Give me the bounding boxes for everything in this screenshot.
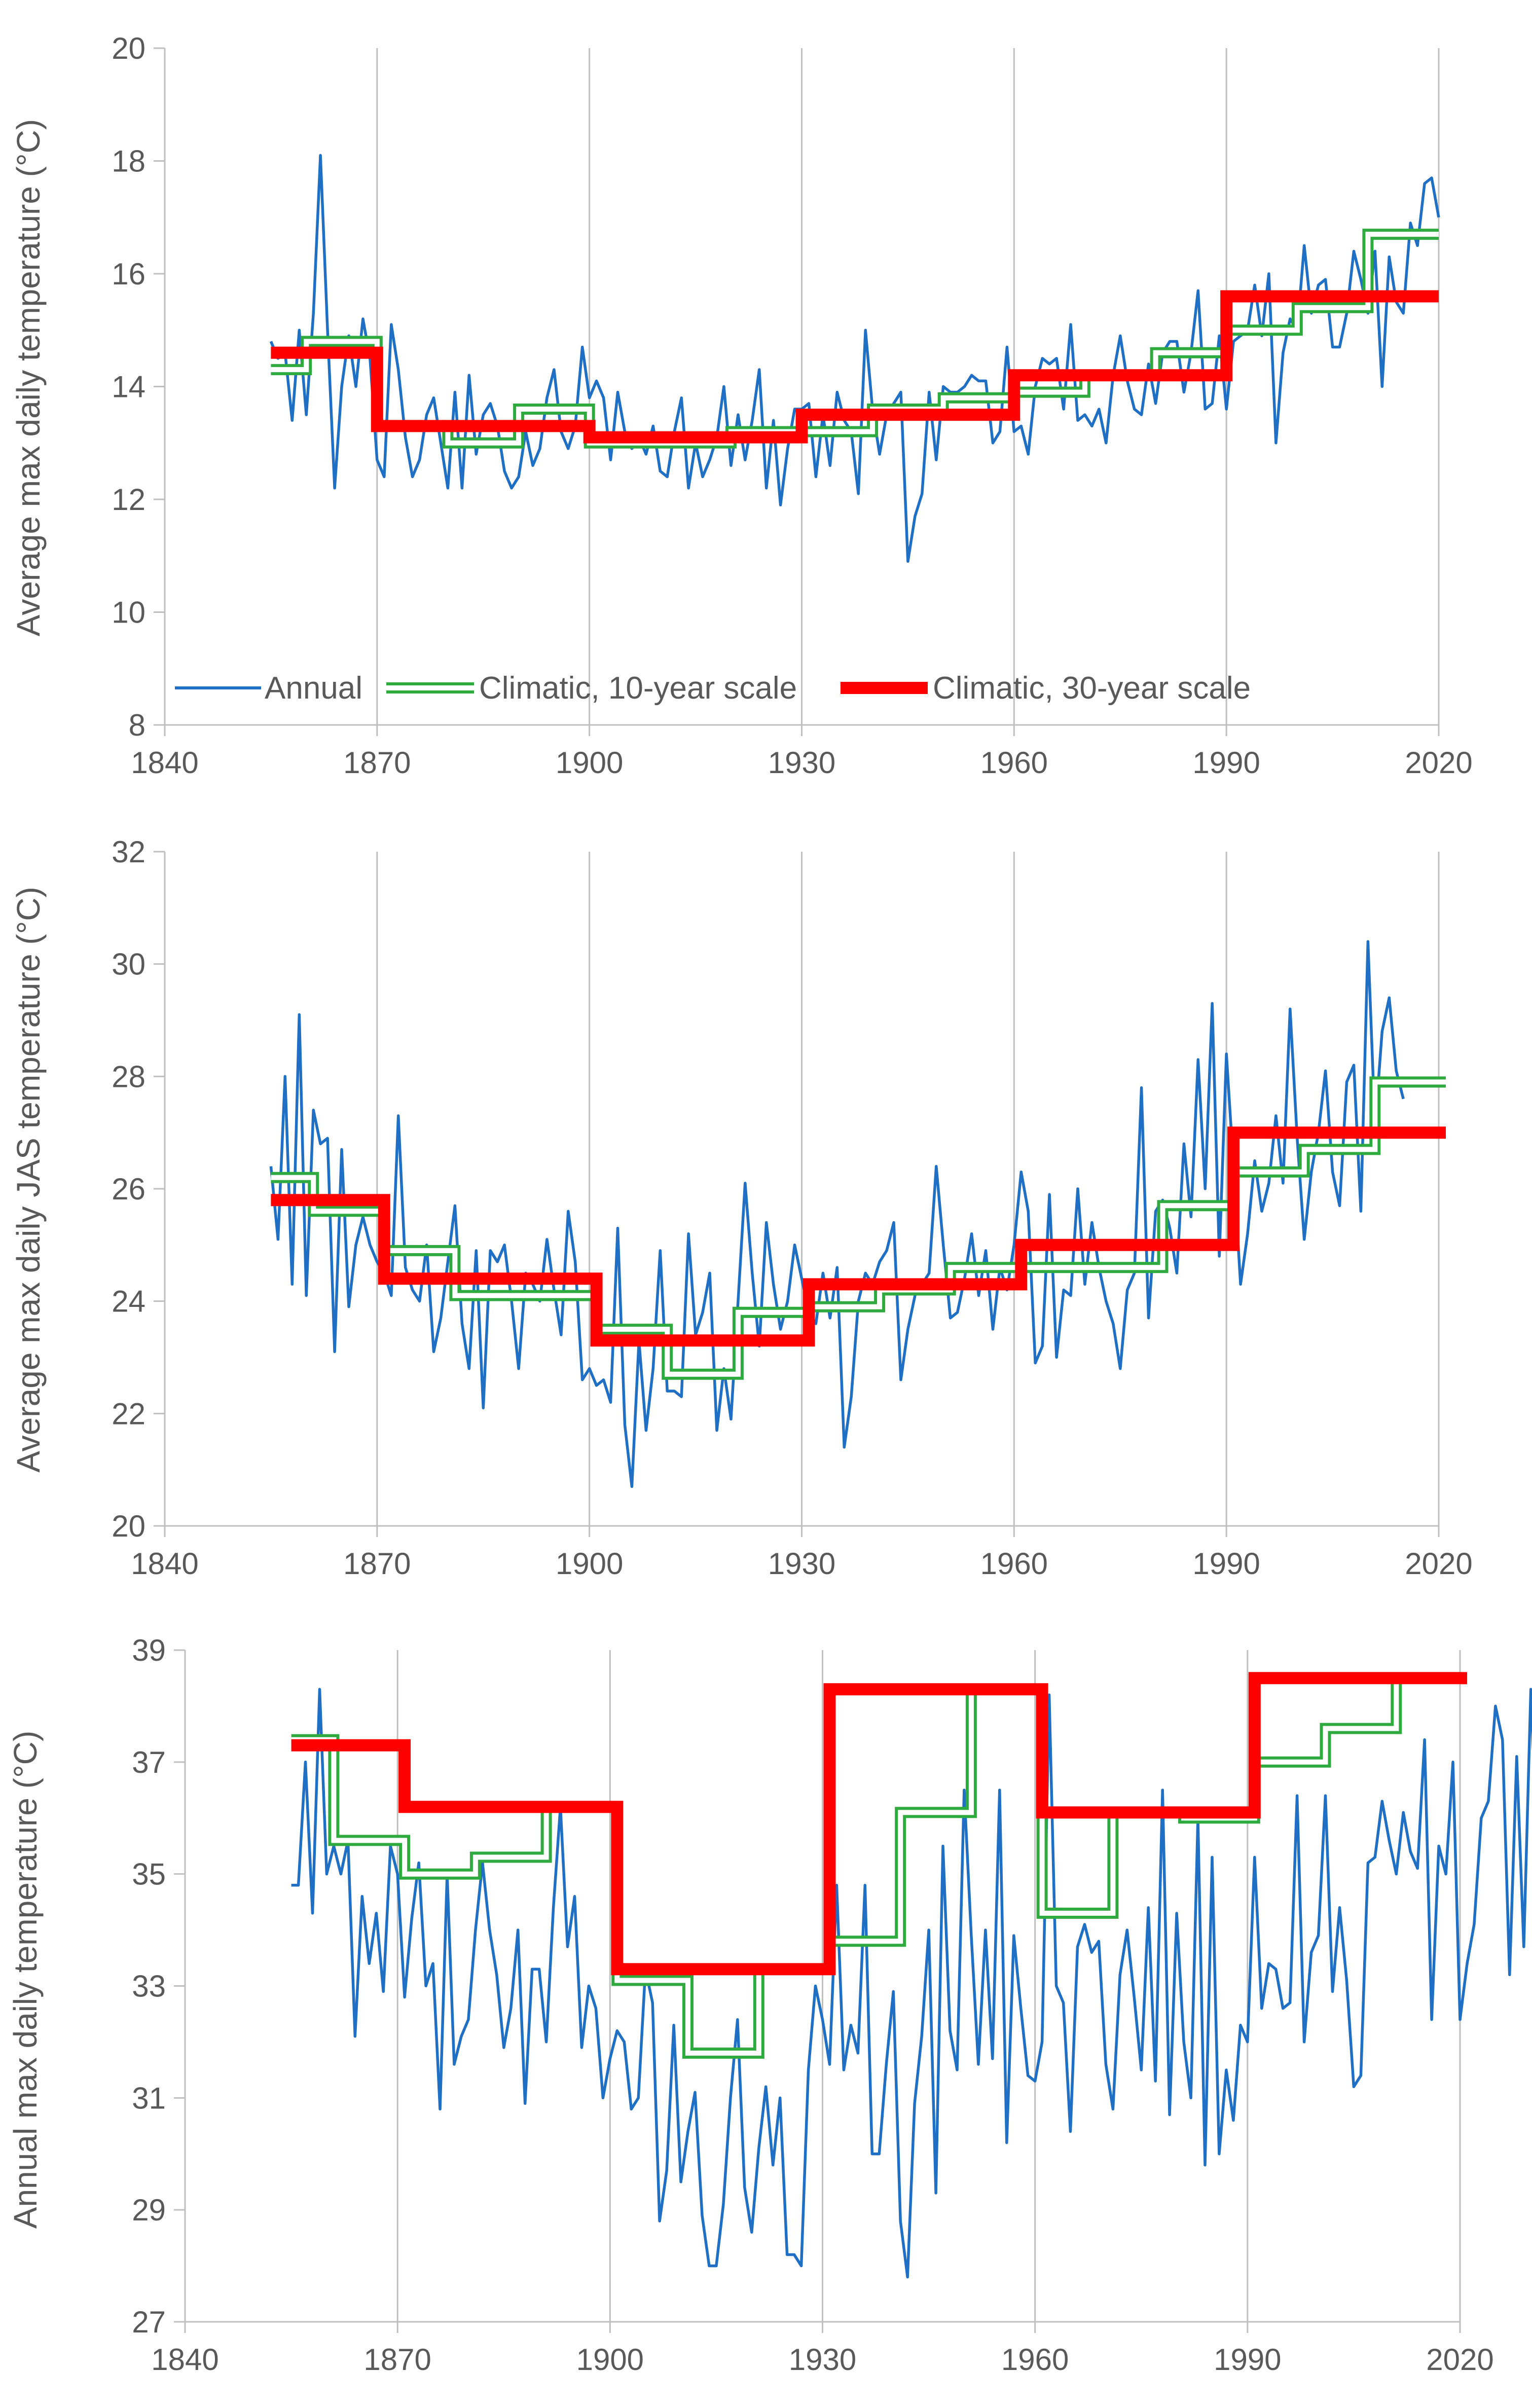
x-tick-label-1870: 1870 [343,1547,411,1581]
y-tick-labels: 8 10 12 14 16 18 20 [112,31,145,742]
y-tick-label-29: 29 [132,2193,166,2227]
climatic-10-year-series [271,1076,1446,1380]
x-tick-label-1960: 1960 [980,1547,1048,1581]
y-tick-label-10: 10 [112,596,145,630]
y-axis-label: Average max daily temperature (°C) [10,119,47,636]
legend-30-year-label: Climatic, 30-year scale [933,671,1251,706]
annual-line [269,154,1440,563]
y-tick-label-18: 18 [112,144,145,178]
legend-annual-label: Annual [265,671,362,706]
x-tick-label-1840: 1840 [151,2343,218,2377]
y-tick-label-20: 20 [112,31,145,65]
x-tick-label-2020: 2020 [1405,746,1472,780]
climatic-30-year-line [291,1672,1467,1976]
x-tick-label-2020: 2020 [1426,2343,1493,2377]
y-tick-label-31: 31 [132,2081,166,2115]
y-axis-label: Average max daily JAS temperature (°C) [10,887,47,1473]
x-tick-labels: 1840 1870 1900 1930 1960 1990 2020 [131,746,1472,780]
y-tick-label-32: 32 [112,835,145,869]
x-tick-label-1990: 1990 [1214,2343,1281,2377]
y-tick-label-20: 20 [112,1509,145,1543]
x-tick-label-1840: 1840 [131,1547,198,1581]
y-tick-label-30: 30 [112,947,145,981]
x-tick-label-1900: 1900 [576,2343,644,2377]
climatic-10-year-line-outer [271,1076,1446,1380]
y-tick-labels: 20 22 24 26 28 30 32 [112,835,145,1543]
climatic-10-year-line-inner [271,1079,1446,1377]
y-tick-label-28: 28 [112,1060,145,1093]
x-tick-labels: 1840 1870 1900 1930 1960 1990 2020 [131,1547,1472,1581]
y-tick-label-27: 27 [132,2305,166,2339]
legend-10-year-label: Climatic, 10-year scale [479,671,797,706]
x-tick-label-1900: 1900 [556,746,623,780]
x-tick-label-1930: 1930 [768,1547,835,1581]
y-tick-label-8: 8 [129,708,145,742]
x-tick-label-1990: 1990 [1192,1547,1260,1581]
annual-series [291,1688,1532,2279]
x-tick-label-1960: 1960 [980,746,1048,780]
y-tick-label-24: 24 [112,1285,145,1319]
x-tick-label-2020: 2020 [1405,1547,1472,1581]
y-tick-label-22: 22 [112,1397,145,1431]
x-gridlines [396,1650,1461,2322]
chart-panel-3: 27 29 31 33 35 37 39 1840 1870 1900 1930 1960 1990 2… [7,1633,1532,2377]
y-tick-labels: 27 29 31 33 35 37 39 [132,1633,166,2339]
y-axis-label: Annual max daily temperature (°C) [7,1731,44,2229]
x-tick-label-1870: 1870 [363,2343,431,2377]
annual-series [269,154,1440,563]
axis-frame [154,47,1440,736]
x-tick-label-1900: 1900 [556,1547,623,1581]
chart-panel-2: 20 22 24 26 28 30 32 1840 1870 1900 1930 1960 1990 2… [10,835,1473,1581]
y-tick-label-12: 12 [112,483,145,517]
y-tick-label-33: 33 [132,1969,166,2003]
x-tick-label-1840: 1840 [131,746,198,780]
y-tick-label-26: 26 [112,1172,145,1206]
climatic-30-year-series [271,290,1439,444]
x-gridlines [376,48,1440,725]
climatic-30-year-series [291,1672,1467,1976]
climatic-30-year-series [271,1126,1446,1347]
chart-panel-1: 8 10 12 14 16 18 20 1840 1870 1900 1930 1960 1990 20… [10,31,1473,780]
y-tick-label-35: 35 [132,1857,166,1891]
climatic-30-year-line [271,1126,1446,1347]
y-tick-label-39: 39 [132,1633,166,1667]
x-tick-labels: 1840 1870 1900 1930 1960 1990 2020 [151,2343,1493,2377]
x-tick-label-1930: 1930 [768,746,835,780]
y-tick-label-14: 14 [112,370,145,404]
y-tick-label-37: 37 [132,1745,166,1779]
x-tick-label-1960: 1960 [1001,2343,1069,2377]
climatic-30-year-line [271,290,1439,444]
x-gridlines [376,852,1440,1526]
legend: Annual Climatic, 10-year scale Climatic,… [175,671,1251,706]
x-tick-label-1870: 1870 [343,746,411,780]
y-tick-label-16: 16 [112,257,145,291]
x-tick-label-1990: 1990 [1192,746,1260,780]
axis-frame [154,851,1440,1537]
x-tick-label-1930: 1930 [789,2343,856,2377]
annual-line [291,1688,1532,2279]
axis-frame [174,1649,1461,2333]
